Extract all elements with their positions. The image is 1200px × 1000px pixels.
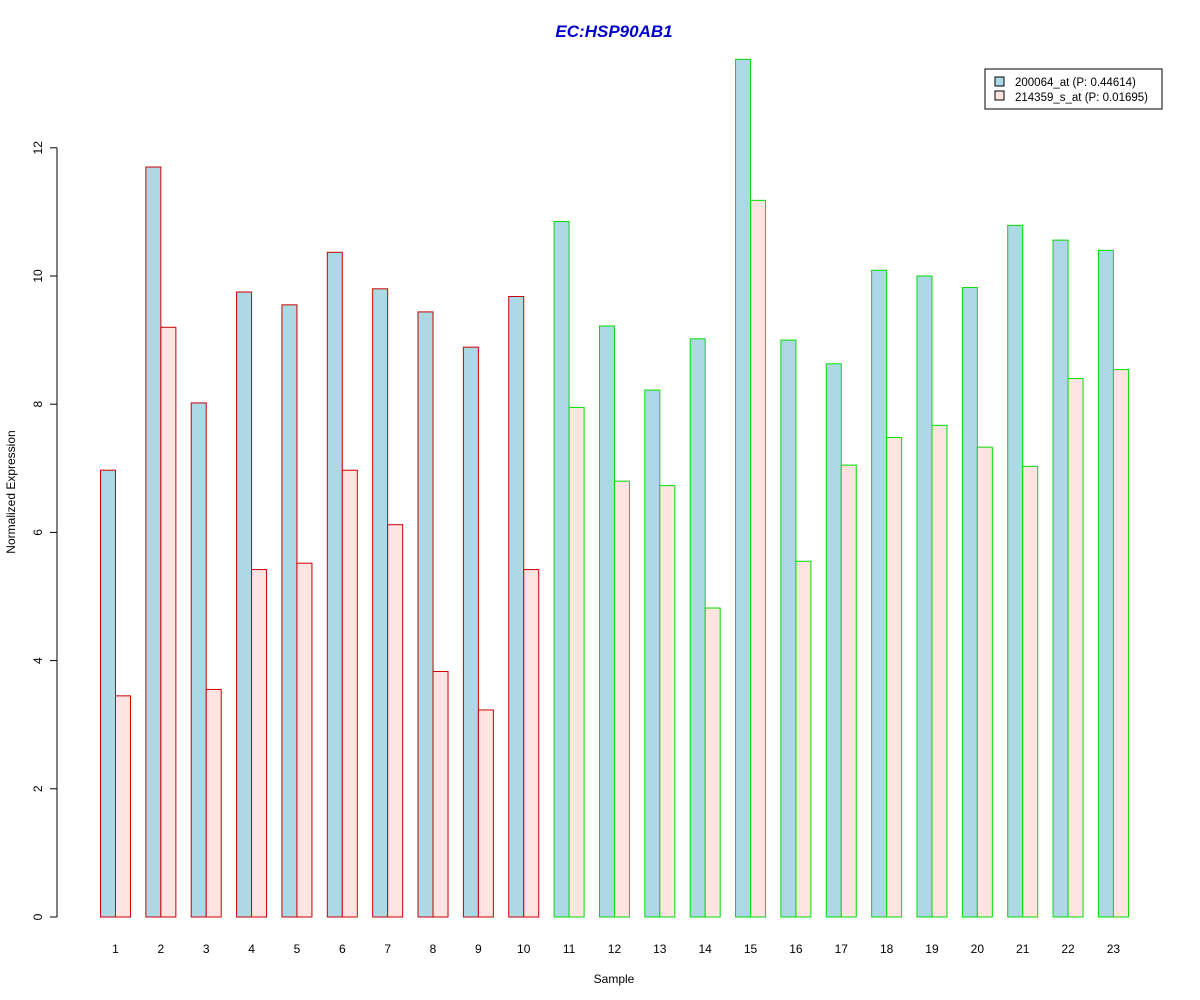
bar-sample-12-series-2 [613, 480, 630, 918]
y-axis: 0 2 4 6 8 10 12 [31, 141, 58, 920]
legend-swatch-series-2 [994, 90, 1005, 101]
y-axis-label: Normalized Expression [4, 430, 18, 553]
bar-sample-22-series-2 [1067, 378, 1084, 918]
x-tick-label: 14 [699, 942, 713, 956]
legend: 200064_at (P: 0.44614) 214359_s_at (P: 0… [984, 68, 1163, 110]
legend-label-series-2: 214359_s_at (P: 0.01695) [1015, 92, 1148, 104]
bar-sample-19-series-2 [931, 424, 948, 918]
bar-sample-11-series-1 [553, 221, 570, 918]
x-tick-label: 6 [339, 942, 346, 956]
bar-sample-10-series-2 [523, 569, 540, 918]
legend-box [984, 68, 1163, 110]
x-tick-label: 12 [608, 942, 622, 956]
x-axis-label: Sample [594, 972, 635, 986]
bar-sample-17-series-2 [840, 464, 857, 918]
bar-sample-8-series-1 [417, 311, 434, 918]
bar-sample-20-series-1 [961, 287, 978, 918]
bar-sample-10-series-1 [508, 296, 525, 918]
bar-sample-14-series-1 [689, 338, 706, 918]
bar-sample-2-series-1 [145, 166, 162, 918]
y-tick-label: 0 [31, 913, 45, 920]
chart-title: EC:HSP90AB1 [555, 22, 672, 41]
bar-sample-21-series-1 [1007, 224, 1024, 918]
bar-sample-17-series-1 [825, 363, 842, 918]
x-tick-label: 22 [1061, 942, 1075, 956]
bar-sample-5-series-1 [281, 304, 298, 918]
legend-label-series-1: 200064_at (P: 0.44614) [1015, 77, 1136, 89]
bar-sample-1-series-1 [100, 469, 116, 918]
bar-sample-16-series-2 [795, 560, 812, 918]
bar-sample-23-series-1 [1097, 249, 1114, 918]
x-tick-label: 20 [971, 942, 985, 956]
bar-sample-15-series-1 [735, 58, 752, 918]
x-tick-label: 2 [158, 942, 165, 956]
bar-sample-8-series-2 [432, 670, 449, 918]
x-tick-label: 11 [563, 942, 576, 956]
bar-sample-18-series-2 [886, 437, 903, 918]
bar-sample-9-series-2 [477, 709, 494, 918]
bar-sample-7-series-2 [387, 524, 404, 918]
bar-sample-18-series-1 [871, 269, 888, 918]
y-tick-label: 2 [31, 785, 45, 792]
x-tick-label: 21 [1016, 942, 1030, 956]
bar-sample-20-series-2 [976, 446, 993, 918]
x-tick-label: 3 [203, 942, 210, 956]
bar-sample-23-series-2 [1112, 369, 1129, 918]
bar-sample-12-series-1 [598, 325, 615, 918]
y-tick-label: 10 [31, 269, 45, 283]
x-tick-label: 4 [248, 942, 255, 956]
bar-sample-22-series-1 [1052, 239, 1069, 918]
y-tick-label: 4 [31, 657, 45, 664]
bar-sample-6-series-1 [326, 251, 343, 918]
x-tick-labels: 1 2 3 4 5 6 7 8 9 10 11 12 13 14 15 16 17 18 19 20 21 22 23 [112, 942, 1120, 956]
bar-sample-7-series-1 [372, 288, 389, 918]
x-tick-label: 8 [430, 942, 437, 956]
bar-sample-14-series-2 [704, 607, 721, 918]
x-tick-label: 15 [744, 942, 758, 956]
y-tick-label: 6 [31, 529, 45, 536]
x-tick-label: 16 [789, 942, 803, 956]
y-tick-label: 8 [31, 401, 45, 408]
x-tick-label: 9 [475, 942, 482, 956]
bar-sample-21-series-2 [1022, 465, 1039, 918]
bar-sample-13-series-2 [659, 485, 676, 918]
bar-sample-5-series-2 [296, 562, 313, 918]
x-tick-label: 10 [517, 942, 531, 956]
x-tick-label: 1 [112, 942, 119, 956]
x-tick-label: 23 [1107, 942, 1121, 956]
x-tick-label: 18 [880, 942, 894, 956]
bar-sample-3-series-2 [205, 688, 222, 918]
bar-sample-4-series-2 [251, 569, 268, 918]
x-tick-label: 5 [294, 942, 301, 956]
bar-sample-15-series-2 [750, 199, 767, 918]
bars-group [100, 58, 1129, 918]
bar-sample-4-series-1 [236, 291, 253, 918]
x-tick-label: 7 [384, 942, 391, 956]
y-tick-label: 12 [31, 141, 45, 155]
bar-sample-3-series-1 [190, 402, 207, 918]
x-tick-label: 17 [835, 942, 849, 956]
bar-sample-9-series-1 [462, 346, 479, 918]
x-tick-label: 13 [653, 942, 667, 956]
bar-sample-16-series-1 [780, 339, 797, 918]
bar-sample-2-series-2 [160, 326, 177, 918]
bar-sample-19-series-1 [916, 275, 933, 918]
bar-sample-1-series-2 [115, 695, 131, 918]
bar-sample-13-series-1 [644, 389, 661, 918]
x-tick-label: 19 [925, 942, 939, 956]
legend-swatch-series-1 [994, 76, 1005, 87]
bar-sample-11-series-2 [568, 406, 585, 918]
bar-sample-6-series-2 [341, 469, 358, 918]
